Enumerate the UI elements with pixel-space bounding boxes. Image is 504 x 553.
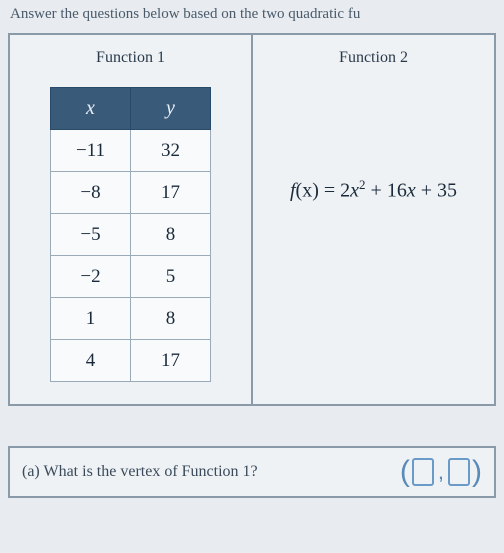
panel-1-title: Function 1 xyxy=(20,49,241,67)
cell-x: −8 xyxy=(51,172,131,214)
cell-x: −5 xyxy=(51,214,131,256)
table-row: 4 17 xyxy=(51,340,211,382)
close-paren: ) xyxy=(472,458,482,486)
table-row: −8 17 xyxy=(51,172,211,214)
open-paren: ( xyxy=(400,458,410,486)
table-row: 1 8 xyxy=(51,298,211,340)
formula-x-paren: (x) xyxy=(296,180,319,202)
header-y: y xyxy=(131,88,211,130)
question-a-box: (a) What is the vertex of Function 1? ( … xyxy=(8,446,496,498)
cell-y: 17 xyxy=(131,172,211,214)
cell-y: 5 xyxy=(131,256,211,298)
formula-eq: = xyxy=(319,180,340,202)
cell-y: 8 xyxy=(131,214,211,256)
vertex-input: ( , ) xyxy=(400,458,482,486)
formula-const: 35 xyxy=(437,180,457,202)
cell-x: −11 xyxy=(51,130,131,172)
table-row: −5 8 xyxy=(51,214,211,256)
function-1-panel: Function 1 x y −11 32 −8 17 −5 8 xyxy=(10,35,253,404)
formula-coef2: 2 xyxy=(340,180,350,202)
vertex-y-input[interactable] xyxy=(448,458,470,486)
table-header-row: x y xyxy=(51,88,211,130)
comma: , xyxy=(436,459,446,485)
panel-2-title: Function 2 xyxy=(263,49,484,67)
cell-y: 32 xyxy=(131,130,211,172)
cell-y: 8 xyxy=(131,298,211,340)
cell-x: 1 xyxy=(51,298,131,340)
formula-coef1: 16 xyxy=(387,180,407,202)
instruction-text: Answer the questions below based on the … xyxy=(0,0,504,33)
function-1-table: x y −11 32 −8 17 −5 8 −2 5 xyxy=(50,87,211,382)
function-2-panel: Function 2 f(x) = 2x2 + 16x + 35 xyxy=(253,35,494,404)
header-x: x xyxy=(51,88,131,130)
cell-x: −2 xyxy=(51,256,131,298)
formula-var-sq: x xyxy=(350,180,359,202)
question-a-text: (a) What is the vertex of Function 1? xyxy=(22,463,258,481)
formula-var-lin: x xyxy=(407,180,416,202)
function-2-formula: f(x) = 2x2 + 16x + 35 xyxy=(263,177,484,203)
formula-plus1: + xyxy=(366,180,387,202)
cell-x: 4 xyxy=(51,340,131,382)
cell-y: 17 xyxy=(131,340,211,382)
function-panels: Function 1 x y −11 32 −8 17 −5 8 xyxy=(8,33,496,406)
table-row: −11 32 xyxy=(51,130,211,172)
formula-plus2: + xyxy=(416,180,437,202)
worksheet-page: Answer the questions below based on the … xyxy=(0,0,504,553)
vertex-x-input[interactable] xyxy=(412,458,434,486)
table-row: −2 5 xyxy=(51,256,211,298)
